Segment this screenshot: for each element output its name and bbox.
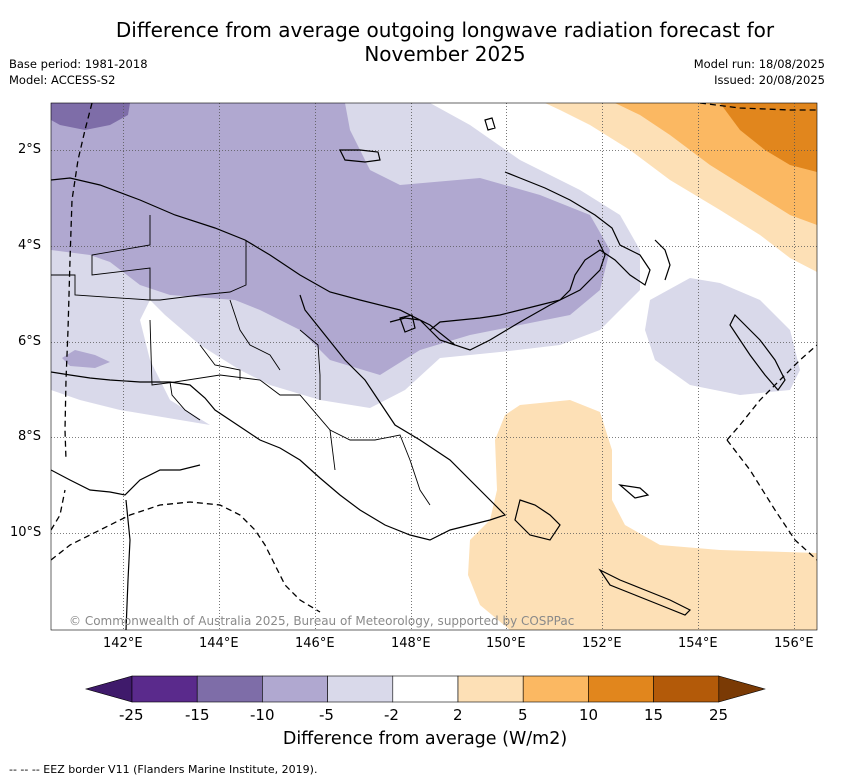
colorbar-extend-min <box>84 675 133 703</box>
colorbar-label: -15 <box>185 706 210 724</box>
lon-tick: 156°E <box>774 636 814 651</box>
lon-tick: 142°E <box>103 636 143 651</box>
issued-date: Issued: 20/08/2025 <box>714 73 825 87</box>
lon-tick: 152°E <box>582 636 622 651</box>
small-island <box>484 117 496 131</box>
olr-positive-strong-region <box>720 103 817 172</box>
colorbar-extend-max <box>718 675 766 703</box>
new-britain-coast <box>429 171 651 331</box>
eez-borders <box>51 103 817 613</box>
colorbar-segment <box>262 675 328 703</box>
colorbar-label: -25 <box>119 706 144 724</box>
colorbar-segment <box>522 675 589 703</box>
new-ireland-coast <box>654 239 671 281</box>
olr-negative-medium-patch <box>62 350 110 368</box>
dentrecasteaux-islands <box>514 499 561 541</box>
province-borders <box>51 215 431 506</box>
colorbar-label: 2 <box>453 706 463 724</box>
woodlark-island <box>618 484 650 499</box>
copyright-notice: © Commonwealth of Australia 2025, Bureau… <box>69 614 575 628</box>
colorbar-title: Difference from average (W/m2) <box>282 729 568 749</box>
manus-island <box>339 149 381 163</box>
colorbar-label: -10 <box>250 706 275 724</box>
bougainville-coast <box>729 313 786 391</box>
right-metadata: Model run: 18/08/2025 Issued: 20/08/2025 <box>694 56 825 88</box>
olr-positive-light-region-south <box>468 400 817 630</box>
lon-tick: 144°E <box>199 636 239 651</box>
colorbar-label: 25 <box>709 706 729 724</box>
lon-tick: 154°E <box>678 636 718 651</box>
colorbar-label: 10 <box>579 706 599 724</box>
colorbar-label: -2 <box>384 706 399 724</box>
lon-tick: 150°E <box>486 636 526 651</box>
eez-legend-note: -- -- -- EEZ border V11 (Flanders Marine… <box>9 763 318 776</box>
left-metadata: Base period: 1981-2018 Model: ACCESS-S2 <box>9 56 148 88</box>
lat-tick: 10°S <box>10 525 42 540</box>
cape-york-coast <box>51 464 201 630</box>
lon-tick: 146°E <box>295 636 335 651</box>
gridlines <box>51 103 817 630</box>
colorbar-segment <box>196 675 263 703</box>
lat-tick: 2°S <box>18 142 42 157</box>
colorbar-segment <box>588 675 654 703</box>
title-line-2: November 2025 <box>364 42 526 66</box>
colorbar-label: 5 <box>518 706 528 724</box>
coastlines <box>51 117 786 630</box>
umboi-island <box>399 314 416 333</box>
colorbar-segment <box>392 675 459 703</box>
olr-negative-medium-region <box>51 103 610 375</box>
louisiade-islands <box>598 568 692 616</box>
colorbar-label: 15 <box>644 706 664 724</box>
colorbar-segment <box>327 675 394 703</box>
chart-title: Difference from average outgoing longwav… <box>70 18 820 66</box>
olr-negative-strong-region <box>51 103 130 130</box>
model-run: Model run: 18/08/2025 <box>693 57 825 71</box>
lat-tick: 8°S <box>18 429 42 444</box>
title-line-1: Difference from average outgoing longwav… <box>115 18 775 42</box>
new-guinea-coast <box>51 177 606 541</box>
base-period: Base period: 1981-2018 <box>9 57 148 71</box>
colorbar <box>84 675 766 703</box>
model-name: Model: ACCESS-S2 <box>9 73 116 87</box>
colorbar-segment <box>457 675 524 703</box>
map-frame <box>50 102 818 631</box>
colorbar-segment <box>653 675 720 703</box>
colorbar-segment <box>131 675 198 703</box>
lat-tick: 6°S <box>18 334 42 349</box>
colorbar-label: -5 <box>319 706 334 724</box>
lon-tick: 148°E <box>391 636 431 651</box>
olr-negative-light-region-east <box>645 278 800 395</box>
lat-tick: 4°S <box>18 238 42 253</box>
